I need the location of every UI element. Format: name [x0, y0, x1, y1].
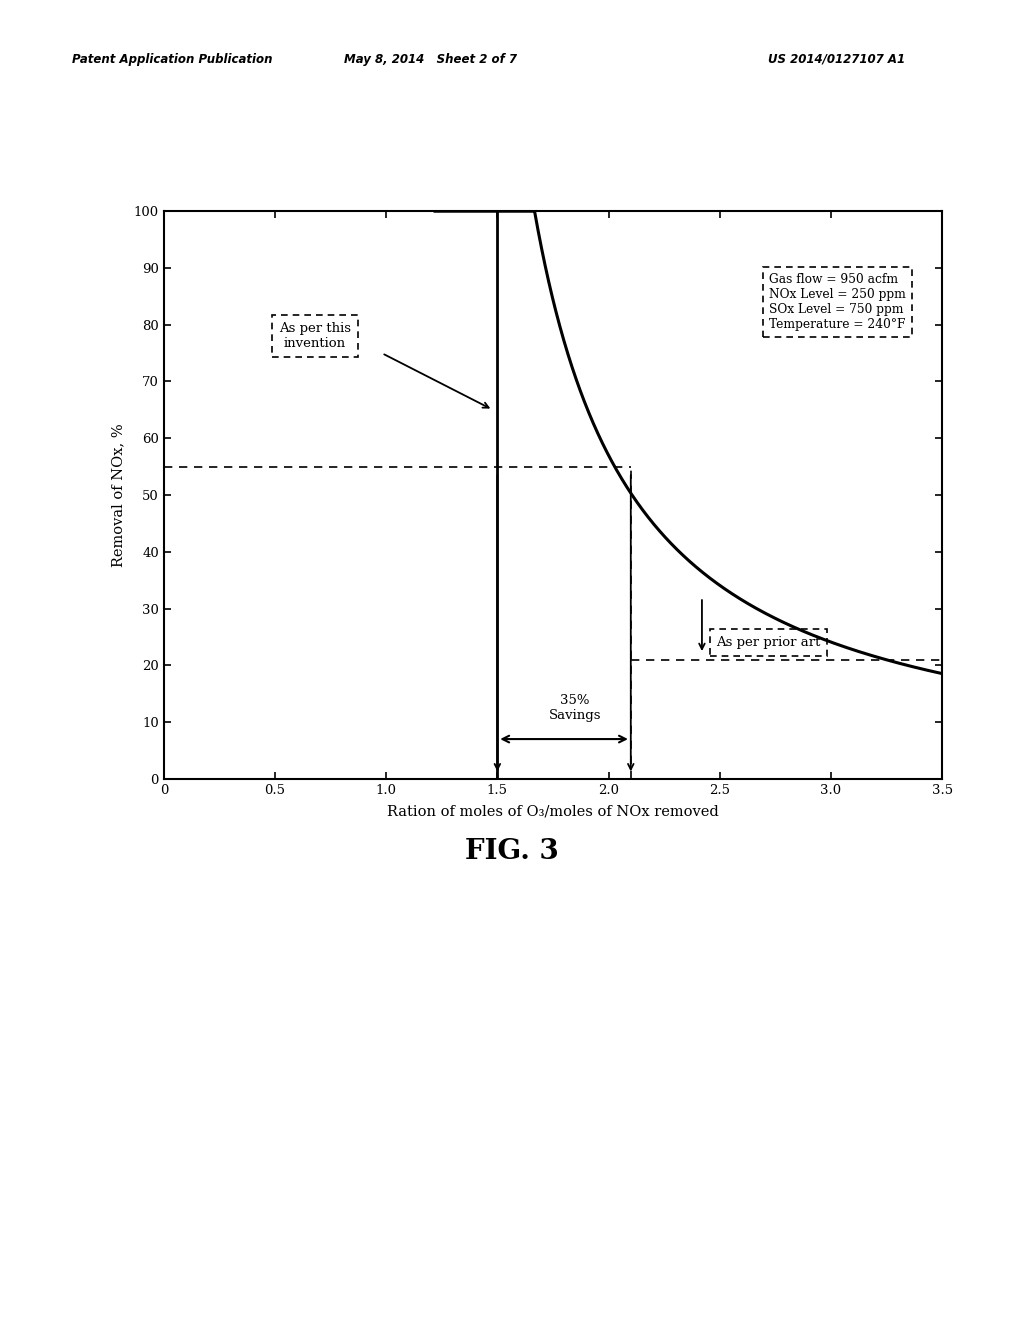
Text: Gas flow = 950 acfm
NOx Level = 250 ppm
SOx Level = 750 ppm
Temperature = 240°F: Gas flow = 950 acfm NOx Level = 250 ppm …: [769, 273, 905, 331]
Text: Patent Application Publication: Patent Application Publication: [72, 53, 272, 66]
Text: US 2014/0127107 A1: US 2014/0127107 A1: [768, 53, 905, 66]
X-axis label: Ration of moles of O₃/moles of NOx removed: Ration of moles of O₃/moles of NOx remov…: [387, 805, 719, 818]
Text: 35%
Savings: 35% Savings: [549, 694, 601, 722]
Y-axis label: Removal of NOx, %: Removal of NOx, %: [112, 424, 126, 566]
Text: As per this
invention: As per this invention: [280, 322, 351, 350]
Text: As per prior art: As per prior art: [717, 636, 821, 649]
Text: May 8, 2014   Sheet 2 of 7: May 8, 2014 Sheet 2 of 7: [344, 53, 516, 66]
Text: FIG. 3: FIG. 3: [465, 838, 559, 865]
